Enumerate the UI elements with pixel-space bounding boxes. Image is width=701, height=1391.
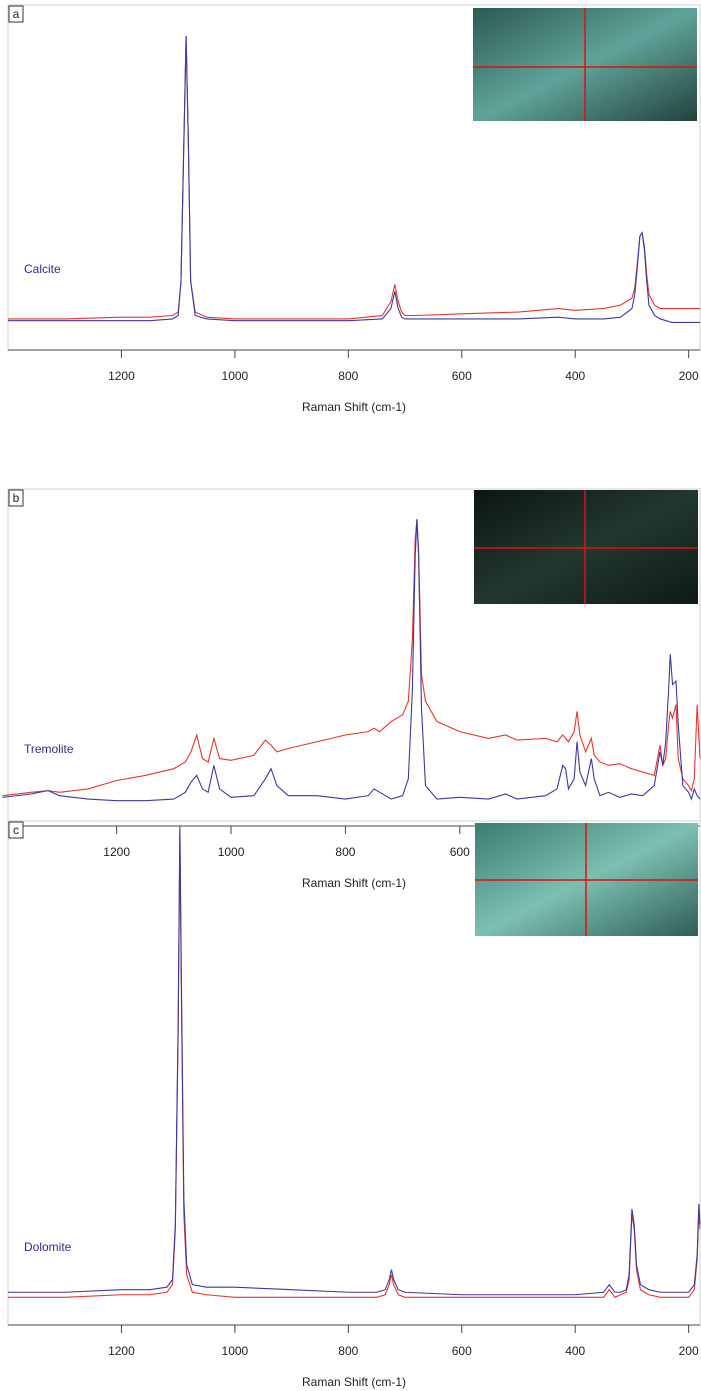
x-tick-label: 1000 — [218, 845, 245, 859]
x-tick-label: 200 — [679, 369, 699, 383]
x-tick-label: 1200 — [108, 1344, 135, 1358]
panel-label-box — [8, 489, 24, 507]
spectrum-line — [8, 826, 701, 1296]
x-tick-label: 600 — [450, 845, 470, 859]
x-tick-label: 400 — [565, 369, 585, 383]
x-tick-label: 400 — [565, 1344, 585, 1358]
spectrum-line — [8, 36, 700, 323]
panel-label: a — [13, 7, 20, 21]
x-tick-label: 1000 — [222, 1344, 249, 1358]
x-tick-label: 200 — [679, 1344, 699, 1358]
x-tick-label: 1200 — [108, 369, 135, 383]
x-tick-label: 1200 — [103, 845, 130, 859]
panel-label-box — [8, 821, 24, 839]
spectrum-line — [2, 519, 701, 802]
x-tick-label: 600 — [452, 369, 472, 383]
x-axis-title: Raman Shift (cm-1) — [302, 1375, 406, 1389]
spectrum-line — [2, 519, 701, 797]
annotation: Dolomite — [24, 1240, 72, 1254]
inset-image — [473, 8, 698, 936]
x-tick-label: 800 — [335, 845, 355, 859]
annotation: Tremolite — [24, 742, 74, 756]
panel-label-box — [8, 5, 24, 23]
x-axis-title: Raman Shift (cm-1) — [302, 876, 406, 890]
panel-label: c — [13, 823, 19, 837]
x-tick-label: 600 — [452, 1344, 472, 1358]
x-axis-title: Raman Shift (cm-1) — [302, 400, 406, 414]
panel-label: b — [13, 491, 20, 505]
x-tick-label: 1000 — [222, 369, 249, 383]
x-tick-label: 800 — [338, 1344, 358, 1358]
x-tick-label: 800 — [338, 369, 358, 383]
annotation: Calcite — [24, 262, 61, 276]
